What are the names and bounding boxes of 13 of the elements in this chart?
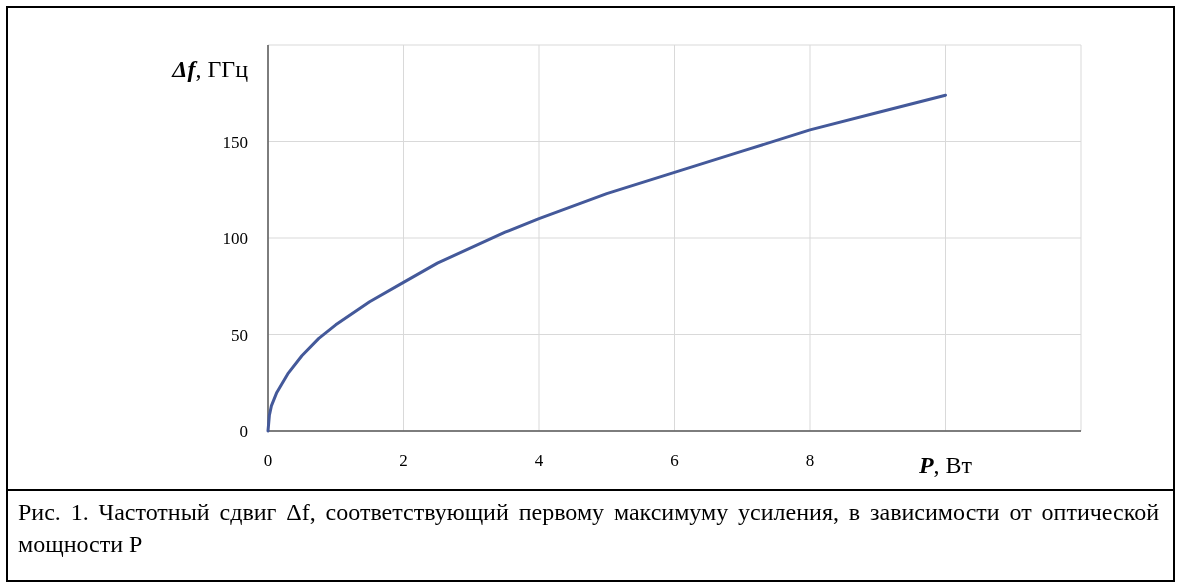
line-series xyxy=(266,93,947,433)
y-tick-label: 0 xyxy=(239,422,248,441)
x-tick-label: 0 xyxy=(263,451,273,470)
y-tick-label: 50 xyxy=(231,325,248,345)
x-tick-label: 8 xyxy=(805,451,815,470)
x-tick-label: 4 xyxy=(534,451,544,470)
x-tick-label: 6 xyxy=(670,451,679,470)
y-tick-label: 100 xyxy=(222,229,248,248)
y-axis-title: Δf, ГГц xyxy=(171,56,249,82)
x-axis-title: P, Вт xyxy=(917,452,973,478)
text: Рис. 1. Частотный сдвиг Δf, соответствующий первому максимуму усиления, в зависимости от оптической мощности P xyxy=(18,498,1159,559)
x-tick-label: 2 xyxy=(399,451,408,470)
y-tick-label: 150 xyxy=(222,132,248,152)
